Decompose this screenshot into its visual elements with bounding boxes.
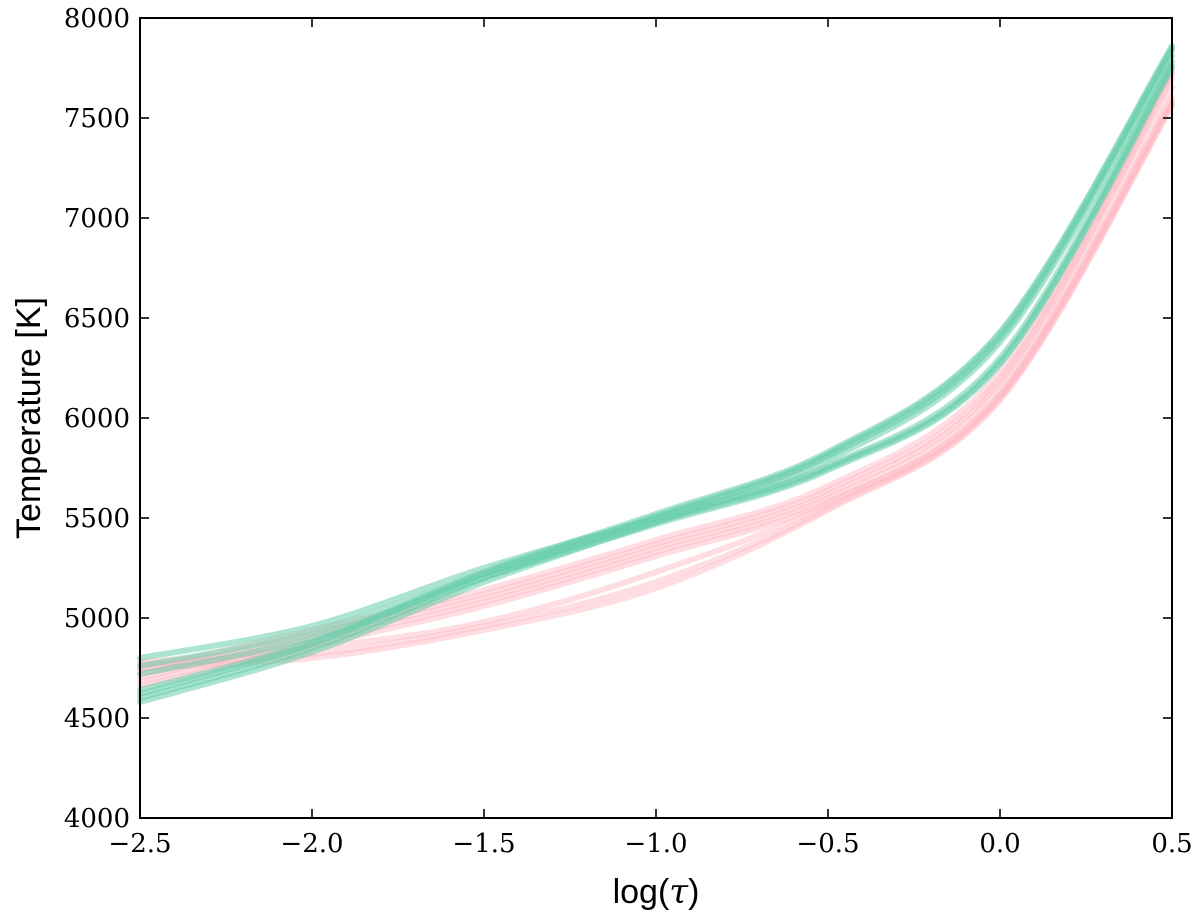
- y-tick-label-5: 6000: [64, 404, 130, 434]
- plot-frame: [139, 17, 1173, 819]
- y-tick-label-1: 4000: [64, 804, 130, 834]
- y-tick-label-6: 6500: [64, 304, 130, 334]
- y-axis-title: Temperature [K]: [10, 297, 48, 539]
- x-axis: −2.5 −2.0 −1.5 −1.0 −0.5 0.0 0.5: [108, 18, 1193, 859]
- y-tick-label-7: 7000: [64, 204, 130, 234]
- series-line-green-7: [137, 65, 1175, 677]
- series-layer: [137, 43, 1175, 705]
- x-tick-label-3: −1.5: [452, 829, 515, 859]
- x-axis-title-prefix: log(: [613, 873, 670, 911]
- x-axis-title-suffix: ): [688, 873, 699, 911]
- y-tick-label-4: 5500: [64, 504, 130, 534]
- series-line-pink-11: [137, 95, 1175, 689]
- y-tick-label-9: 8000: [64, 4, 130, 34]
- x-axis-title: log(τ): [613, 872, 700, 912]
- x-tick-label-6: 0.0: [979, 829, 1020, 859]
- series-line-pink-15: [137, 103, 1175, 671]
- x-axis-title-symbol: τ: [669, 872, 689, 912]
- x-tick-label-2: −2.0: [280, 829, 343, 859]
- x-tick-label-5: −0.5: [796, 829, 859, 859]
- x-tick-label-1: −2.5: [108, 829, 171, 859]
- y-axis: 4000 4500 5000 5500 6000 6500 7000 7500 8000: [64, 4, 1172, 834]
- x-tick-label-4: −1.0: [624, 829, 687, 859]
- y-tick-label-2: 4500: [64, 704, 130, 734]
- y-tick-label-8: 7500: [64, 104, 130, 134]
- series-line-pink-14: [137, 101, 1175, 667]
- series-line-green-4: [137, 45, 1175, 697]
- series-line-pink-9: [137, 85, 1175, 685]
- x-tick-label-7: 0.5: [1151, 829, 1192, 859]
- y-tick-label-3: 5000: [64, 604, 130, 634]
